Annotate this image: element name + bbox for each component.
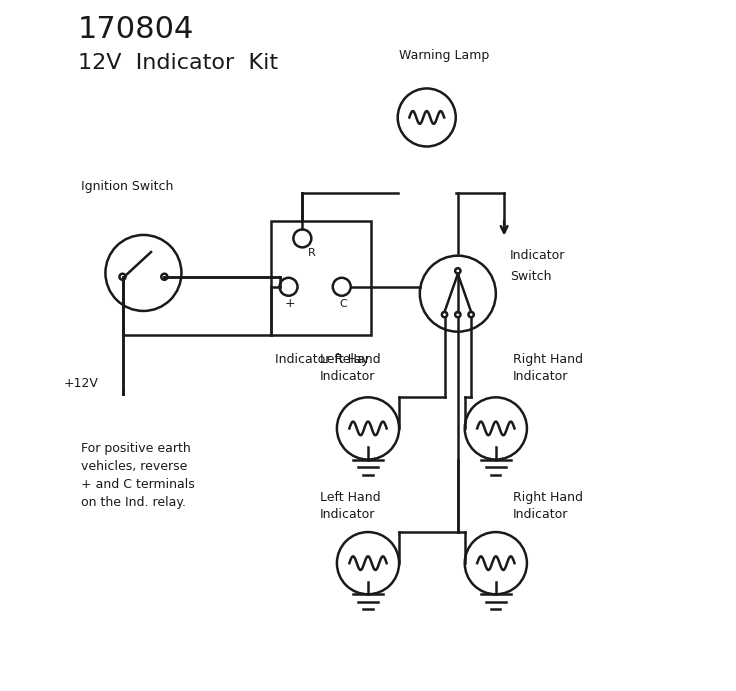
Text: +: + <box>285 298 296 310</box>
Text: Right Hand: Right Hand <box>513 491 583 504</box>
Bar <box>272 221 372 335</box>
Text: Right Hand: Right Hand <box>513 353 583 366</box>
Text: Switch: Switch <box>509 270 551 283</box>
Text: Indicator: Indicator <box>319 509 375 521</box>
Text: Indicator: Indicator <box>509 249 565 262</box>
Text: Warning Lamp: Warning Lamp <box>399 49 489 61</box>
Text: For positive earth
vehicles, reverse
+ and C terminals
on the Ind. relay.: For positive earth vehicles, reverse + a… <box>81 442 195 509</box>
Text: Indicator: Indicator <box>319 370 375 383</box>
Text: 170804: 170804 <box>78 15 194 44</box>
Text: Left Hand: Left Hand <box>319 353 381 366</box>
Text: Indicator: Indicator <box>513 370 568 383</box>
Text: Indicator Relay: Indicator Relay <box>275 353 369 366</box>
Text: 12V  Indicator  Kit: 12V Indicator Kit <box>78 53 278 73</box>
Text: +12V: +12V <box>64 377 99 390</box>
Text: Left Hand: Left Hand <box>319 491 381 504</box>
Text: C: C <box>340 299 347 310</box>
Text: Ignition Switch: Ignition Switch <box>81 180 174 193</box>
Text: Indicator: Indicator <box>513 509 568 521</box>
Text: R: R <box>308 247 316 258</box>
